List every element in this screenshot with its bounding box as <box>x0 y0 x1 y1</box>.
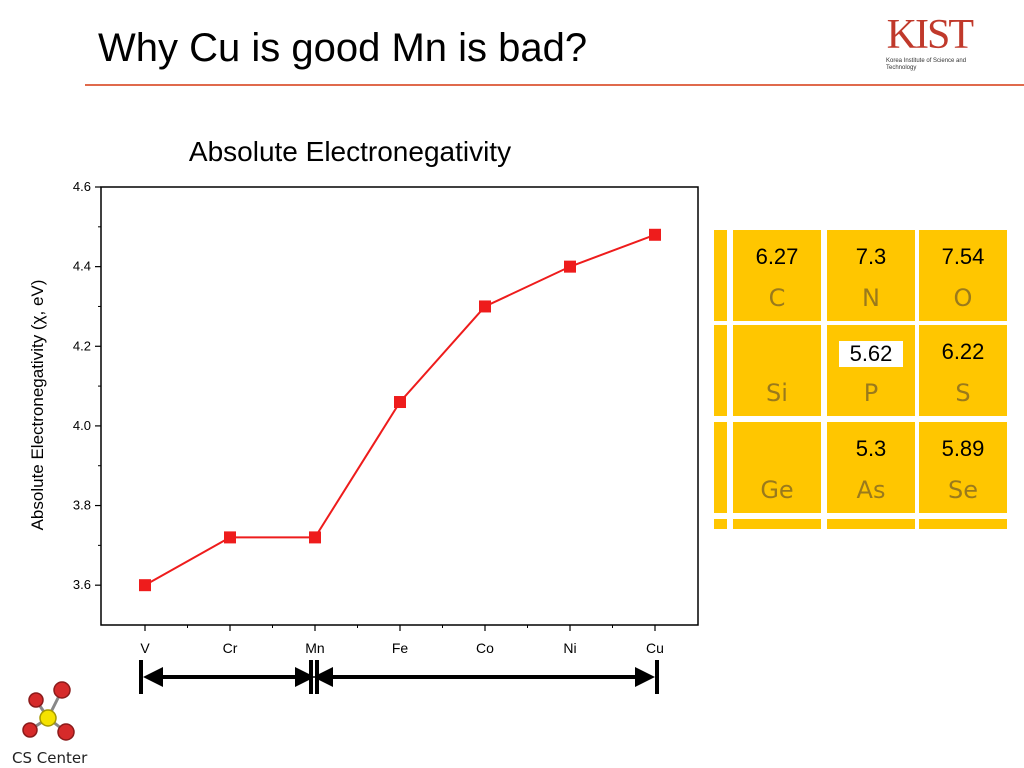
x-tick-label: V <box>140 640 150 656</box>
element-cell-p: 5.62 P <box>827 325 915 416</box>
kist-logo: KIST Korea Institute of Science and Tech… <box>880 14 990 74</box>
periodic-table-partial-cell <box>919 519 1007 529</box>
x-tick-label: Fe <box>392 640 409 656</box>
data-point <box>224 531 236 544</box>
y-tick-label: 4.2 <box>73 338 91 353</box>
element-symbol: As <box>856 476 886 504</box>
x-tick-label: Co <box>476 640 494 656</box>
element-symbol: S <box>955 379 971 407</box>
data-point <box>394 396 406 409</box>
electronegativity-value: 5.62 <box>839 341 903 367</box>
element-symbol: P <box>863 379 879 407</box>
slide-title: Why Cu is good Mn is bad? <box>98 26 588 70</box>
element-cell-o: 7.54 O <box>919 230 1007 321</box>
kist-logo-text: Korea Institute of Science and Technolog… <box>886 58 967 71</box>
molecule-icon <box>22 681 75 741</box>
electronegativity-value: 7.54 <box>941 244 985 269</box>
element-symbol: O <box>953 284 973 312</box>
electronegativity-value: 5.3 <box>855 436 887 461</box>
element-cell-n: 7.3 N <box>827 230 915 321</box>
cs-center-label: CS Center <box>12 749 88 767</box>
arrow-head-right <box>635 667 655 687</box>
arrow-head-left <box>313 667 333 687</box>
periodic-table-partial-cell <box>714 325 727 416</box>
y-tick-label: 3.6 <box>73 577 91 592</box>
element-cell-si: Si <box>733 325 821 416</box>
x-tick-label: Cu <box>646 640 664 656</box>
data-point <box>649 228 661 241</box>
periodic-table-excerpt: 6.27 C 7.3 N 7.54 O Si 5.62 P 6.22 S Ge 5.3 As 5.89 Se <box>714 227 1008 529</box>
element-cell-s: 6.22 S <box>919 325 1007 416</box>
element-symbol: C <box>768 284 786 312</box>
electronegativity-value: 6.22 <box>941 339 985 364</box>
element-cell-as: 5.3 As <box>827 422 915 513</box>
element-cell-se: 5.89 Se <box>919 422 1007 513</box>
chart-title: Absolute Electronegativity <box>188 136 512 167</box>
periodic-table-partial-cell <box>733 519 821 529</box>
x-tick-label: Cr <box>223 640 238 656</box>
kist-logo-mark: KIST <box>886 12 974 58</box>
y-tick-label: 4.0 <box>73 418 91 433</box>
data-point <box>309 531 321 544</box>
y-tick-label: 4.6 <box>73 179 91 194</box>
element-cell-ge: Ge <box>733 422 821 513</box>
electronegativity-value: 6.27 <box>755 244 799 269</box>
element-symbol: Se <box>948 476 978 504</box>
electronegativity-value: 5.89 <box>941 436 985 461</box>
y-tick-label: 3.8 <box>73 498 91 513</box>
y-tick-label: 4.4 <box>73 259 91 274</box>
periodic-table-partial-cell <box>714 519 727 529</box>
arrow-head-right <box>295 667 315 687</box>
electronegativity-value: 7.3 <box>855 244 887 269</box>
title-divider <box>85 84 1024 86</box>
data-point <box>564 260 576 273</box>
x-tick-label: Ni <box>563 640 576 656</box>
periodic-table-partial-cell <box>714 422 727 513</box>
cs-center-logo <box>10 678 100 768</box>
arrow-head-left <box>143 667 163 687</box>
element-cell-c: 6.27 C <box>733 230 821 321</box>
element-symbol: Ge <box>760 476 794 504</box>
element-symbol: Si <box>766 379 788 407</box>
data-point <box>139 579 151 592</box>
periodic-table-partial-cell <box>827 519 915 529</box>
element-symbol: N <box>862 284 880 312</box>
x-tick-label: Mn <box>305 640 324 656</box>
periodic-table-partial-cell <box>714 230 727 321</box>
series-line <box>144 233 656 587</box>
data-point <box>479 300 491 313</box>
